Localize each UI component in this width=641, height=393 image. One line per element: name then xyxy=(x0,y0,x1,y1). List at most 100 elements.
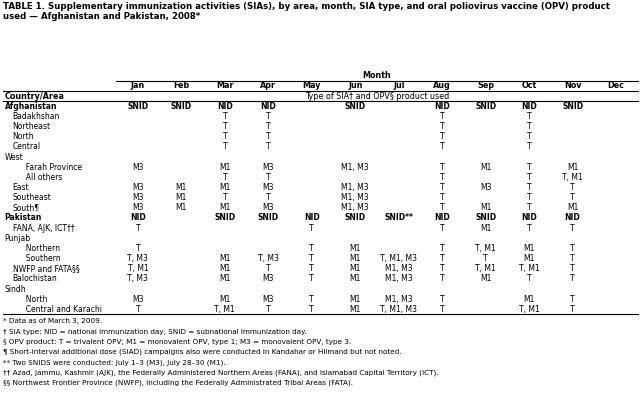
Text: M3: M3 xyxy=(132,163,144,172)
Text: T: T xyxy=(310,305,314,314)
Text: ** Two SNIDS were conducted: July 1–3 (M3), July 28–30 (M1).: ** Two SNIDS were conducted: July 1–3 (M… xyxy=(3,359,226,366)
Text: M1, M3: M1, M3 xyxy=(385,295,413,304)
Text: M1, M3: M1, M3 xyxy=(342,203,369,212)
Text: T: T xyxy=(266,305,271,314)
Text: M3: M3 xyxy=(132,295,144,304)
Text: M3: M3 xyxy=(132,183,144,192)
Text: M1, M3: M1, M3 xyxy=(385,264,413,273)
Text: ¶ Short-interval additional dose (SIAD) campaigns also were conducted in Kandaha: ¶ Short-interval additional dose (SIAD) … xyxy=(3,349,402,356)
Text: T, M3: T, M3 xyxy=(128,274,148,283)
Text: Northern: Northern xyxy=(21,244,60,253)
Text: T: T xyxy=(222,142,227,151)
Text: M1: M1 xyxy=(524,254,535,263)
Text: East: East xyxy=(13,183,29,192)
Text: Badakhshan: Badakhshan xyxy=(13,112,60,121)
Text: NID: NID xyxy=(521,213,537,222)
Text: Central: Central xyxy=(13,142,41,151)
Text: SNID: SNID xyxy=(171,102,192,111)
Text: NID: NID xyxy=(217,102,233,111)
Text: South¶: South¶ xyxy=(13,203,40,212)
Text: M1: M1 xyxy=(219,264,231,273)
Text: Jan: Jan xyxy=(131,81,145,90)
Text: T: T xyxy=(266,132,271,141)
Text: M3: M3 xyxy=(480,183,492,192)
Text: M1: M1 xyxy=(349,264,361,273)
Text: T: T xyxy=(527,132,531,141)
Text: T, M1: T, M1 xyxy=(562,173,583,182)
Text: Nov: Nov xyxy=(564,81,581,90)
Text: M1: M1 xyxy=(349,254,361,263)
Text: SNID**: SNID** xyxy=(384,213,413,222)
Text: Oct: Oct xyxy=(522,81,537,90)
Text: M1, M3: M1, M3 xyxy=(342,193,369,202)
Text: M1: M1 xyxy=(219,203,231,212)
Text: T, M1: T, M1 xyxy=(475,244,496,253)
Text: T, M3: T, M3 xyxy=(258,254,279,263)
Text: SNID: SNID xyxy=(128,102,149,111)
Text: T: T xyxy=(570,264,575,273)
Text: T: T xyxy=(570,254,575,263)
Text: † SIA type: NID = national immunization day, SNID = subnational immunization day: † SIA type: NID = national immunization … xyxy=(3,329,307,334)
Text: SNID: SNID xyxy=(475,213,496,222)
Text: T: T xyxy=(570,295,575,304)
Text: T, M1: T, M1 xyxy=(475,264,496,273)
Text: NID: NID xyxy=(435,102,450,111)
Text: NID: NID xyxy=(130,213,146,222)
Text: M1: M1 xyxy=(219,254,231,263)
Text: M1: M1 xyxy=(349,274,361,283)
Text: § OPV product: T = trivalent OPV; M1 = monovalent OPV, type 1; M3 = monovalent O: § OPV product: T = trivalent OPV; M1 = m… xyxy=(3,339,351,345)
Text: M3: M3 xyxy=(263,163,274,172)
Text: SNID: SNID xyxy=(475,102,496,111)
Text: T: T xyxy=(310,264,314,273)
Text: M3: M3 xyxy=(132,203,144,212)
Text: M3: M3 xyxy=(132,193,144,202)
Text: T: T xyxy=(527,203,531,212)
Text: †† Azad, Jammu, Kashmir (AJK), the Federally Administered Northern Areas (FANA),: †† Azad, Jammu, Kashmir (AJK), the Feder… xyxy=(3,369,438,376)
Text: T, M1: T, M1 xyxy=(215,305,235,314)
Text: SNID: SNID xyxy=(345,102,366,111)
Text: T: T xyxy=(310,224,314,233)
Text: T: T xyxy=(266,193,271,202)
Text: T, M1: T, M1 xyxy=(128,264,148,273)
Text: M3: M3 xyxy=(263,274,274,283)
Text: T: T xyxy=(440,163,444,172)
Text: T: T xyxy=(222,132,227,141)
Text: T: T xyxy=(440,203,444,212)
Text: T: T xyxy=(440,132,444,141)
Text: Sep: Sep xyxy=(477,81,494,90)
Text: Type of SIA† and OPV§ product used: Type of SIA† and OPV§ product used xyxy=(305,92,449,101)
Text: M1: M1 xyxy=(219,183,231,192)
Text: Southern: Southern xyxy=(21,254,61,263)
Text: T: T xyxy=(440,305,444,314)
Text: Punjab: Punjab xyxy=(4,234,31,243)
Text: NID: NID xyxy=(435,213,450,222)
Text: M1: M1 xyxy=(176,203,187,212)
Text: T: T xyxy=(527,173,531,182)
Text: T: T xyxy=(222,122,227,131)
Text: M3: M3 xyxy=(263,295,274,304)
Text: * Data as of March 3, 2009.: * Data as of March 3, 2009. xyxy=(3,318,102,324)
Text: M1: M1 xyxy=(219,163,231,172)
Text: T, M1, M3: T, M1, M3 xyxy=(380,305,417,314)
Text: Jul: Jul xyxy=(393,81,404,90)
Text: T: T xyxy=(310,254,314,263)
Text: M1, M3: M1, M3 xyxy=(342,183,369,192)
Text: SNID: SNID xyxy=(214,213,235,222)
Text: T: T xyxy=(222,193,227,202)
Text: T: T xyxy=(310,244,314,253)
Text: NWFP and FATA§§: NWFP and FATA§§ xyxy=(13,264,79,273)
Text: Aug: Aug xyxy=(433,81,451,90)
Text: T: T xyxy=(570,183,575,192)
Text: NID: NID xyxy=(304,213,320,222)
Text: T: T xyxy=(527,193,531,202)
Text: Northeast: Northeast xyxy=(13,122,51,131)
Text: Mar: Mar xyxy=(216,81,233,90)
Text: Country/Area: Country/Area xyxy=(4,92,65,101)
Text: M1: M1 xyxy=(219,295,231,304)
Text: Central and Karachi: Central and Karachi xyxy=(21,305,102,314)
Text: T: T xyxy=(527,274,531,283)
Text: M1: M1 xyxy=(480,224,492,233)
Text: Jun: Jun xyxy=(348,81,363,90)
Text: Dec: Dec xyxy=(608,81,624,90)
Text: M1, M3: M1, M3 xyxy=(342,163,369,172)
